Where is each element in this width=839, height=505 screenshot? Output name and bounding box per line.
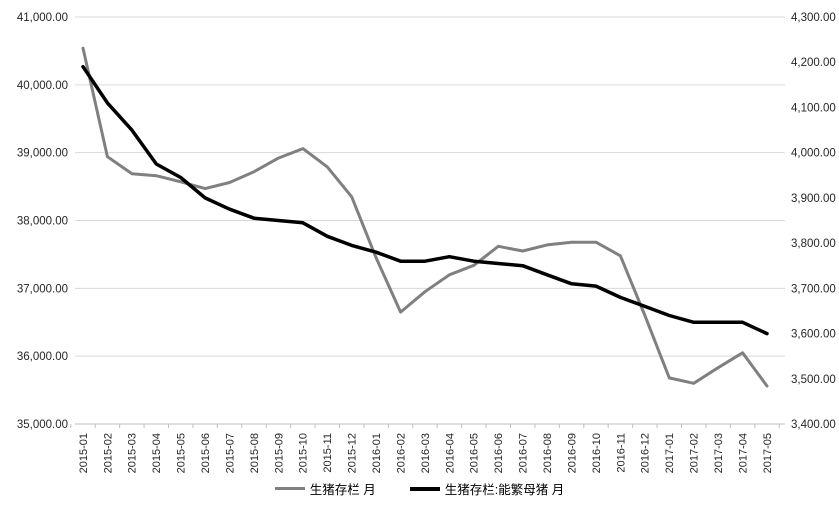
x-axis-tick-label: 2015-11 [322, 433, 334, 473]
x-axis-tick-label: 2015-03 [127, 433, 139, 473]
x-axis-tick-label: 2015-08 [249, 433, 261, 473]
plot-area: 41,000.00 40,000.00 39,000.00 38,000.00 37,0… [17, 12, 836, 473]
left-axis-labels: 41,000.00 40,000.00 39,000.00 38,000.00 37,0… [17, 12, 68, 431]
legend: 生猪存栏 月 生猪存栏:能繁母猪 月 [0, 479, 839, 498]
right-axis-tick-label: 3,800.00 [791, 238, 836, 250]
x-axis-tick-label: 2015-09 [273, 433, 285, 473]
x-axis-tick-label: 2016-06 [493, 433, 505, 473]
left-axis-tick-label: 40,000.00 [17, 80, 68, 92]
x-axis-tick-label: 2016-02 [395, 433, 407, 473]
right-axis-labels: 4,300.00 4,200.00 4,100.00 4,000.00 3,900.00… [791, 12, 836, 431]
left-axis-tick-label: 38,000.00 [17, 216, 68, 228]
x-axis-tick-label: 2017-05 [762, 433, 774, 473]
x-axis-tick-label: 2016-01 [371, 433, 383, 473]
legend-item-sow-stock: 生猪存栏:能繁母猪 月 [409, 479, 565, 498]
right-axis-tick-label: 3,700.00 [791, 283, 836, 295]
x-axis-tick-label: 2015-02 [102, 433, 114, 473]
right-axis-tick-label: 4,000.00 [791, 148, 836, 160]
left-axis-tick-label: 36,000.00 [17, 351, 68, 363]
x-axis-tick-label: 2016-07 [518, 433, 530, 473]
right-axis-tick-label: 4,200.00 [791, 57, 836, 69]
gray-line-swatch-icon [274, 487, 305, 490]
x-axis-tick-label: 2016-10 [591, 433, 603, 473]
x-axis-tick-label: 2016-04 [444, 433, 456, 473]
x-axis-tick-label: 2015-12 [347, 433, 359, 473]
x-axis-tick-label: 2016-09 [566, 433, 578, 473]
legend-item-pig-stock: 生猪存栏 月 [274, 479, 376, 498]
x-axis-tick-label: 2017-03 [713, 433, 725, 473]
x-axis-tick-label: 2015-01 [78, 433, 90, 473]
x-axis-tick-label: 2016-12 [640, 433, 652, 473]
x-axis-tick-label: 2016-03 [420, 433, 432, 473]
x-axis-tick-label: 2015-05 [176, 433, 188, 473]
legend-label-pig-stock: 生猪存栏 月 [309, 483, 376, 497]
black-line-swatch-icon [409, 486, 440, 491]
left-axis-tick-label: 41,000.00 [17, 12, 68, 24]
right-axis-tick-label: 3,600.00 [791, 329, 836, 341]
series-line-1 [81, 64, 769, 336]
right-axis-tick-label: 3,400.00 [791, 419, 836, 431]
x-axis-tick-label: 2016-11 [615, 433, 627, 473]
left-axis-tick-label: 39,000.00 [17, 148, 68, 160]
x-axis-tick-label: 2015-07 [224, 433, 236, 473]
right-axis-tick-label: 4,100.00 [791, 102, 836, 114]
x-axis-tick-label: 2015-10 [298, 433, 310, 473]
x-axis-labels: 2015-01 2015-02 2015-03 2015-04 2015-05 2015-… [78, 433, 774, 473]
x-axis-tick-label: 2015-06 [200, 433, 212, 473]
series-line-0 [81, 46, 769, 388]
x-axis-tick-label: 2016-08 [542, 433, 554, 473]
left-axis-tick-label: 37,000.00 [17, 283, 68, 295]
x-axis-tick-label: 2015-04 [151, 433, 163, 473]
x-axis-ticks [70, 424, 780, 428]
x-axis-tick-label: 2017-01 [664, 433, 676, 473]
x-axis-tick-label: 2017-02 [689, 433, 701, 473]
x-axis-tick-label: 2017-04 [737, 433, 749, 473]
right-axis-tick-label: 3,900.00 [791, 193, 836, 205]
gridlines [75, 16, 785, 425]
legend-label-sow-stock: 生猪存栏:能繁母猪 月 [444, 483, 565, 497]
left-axis-tick-label: 35,000.00 [17, 419, 68, 431]
right-axis-tick-label: 4,300.00 [791, 12, 836, 24]
right-axis-tick-label: 3,500.00 [791, 374, 836, 386]
x-axis-tick-label: 2016-05 [469, 433, 481, 473]
